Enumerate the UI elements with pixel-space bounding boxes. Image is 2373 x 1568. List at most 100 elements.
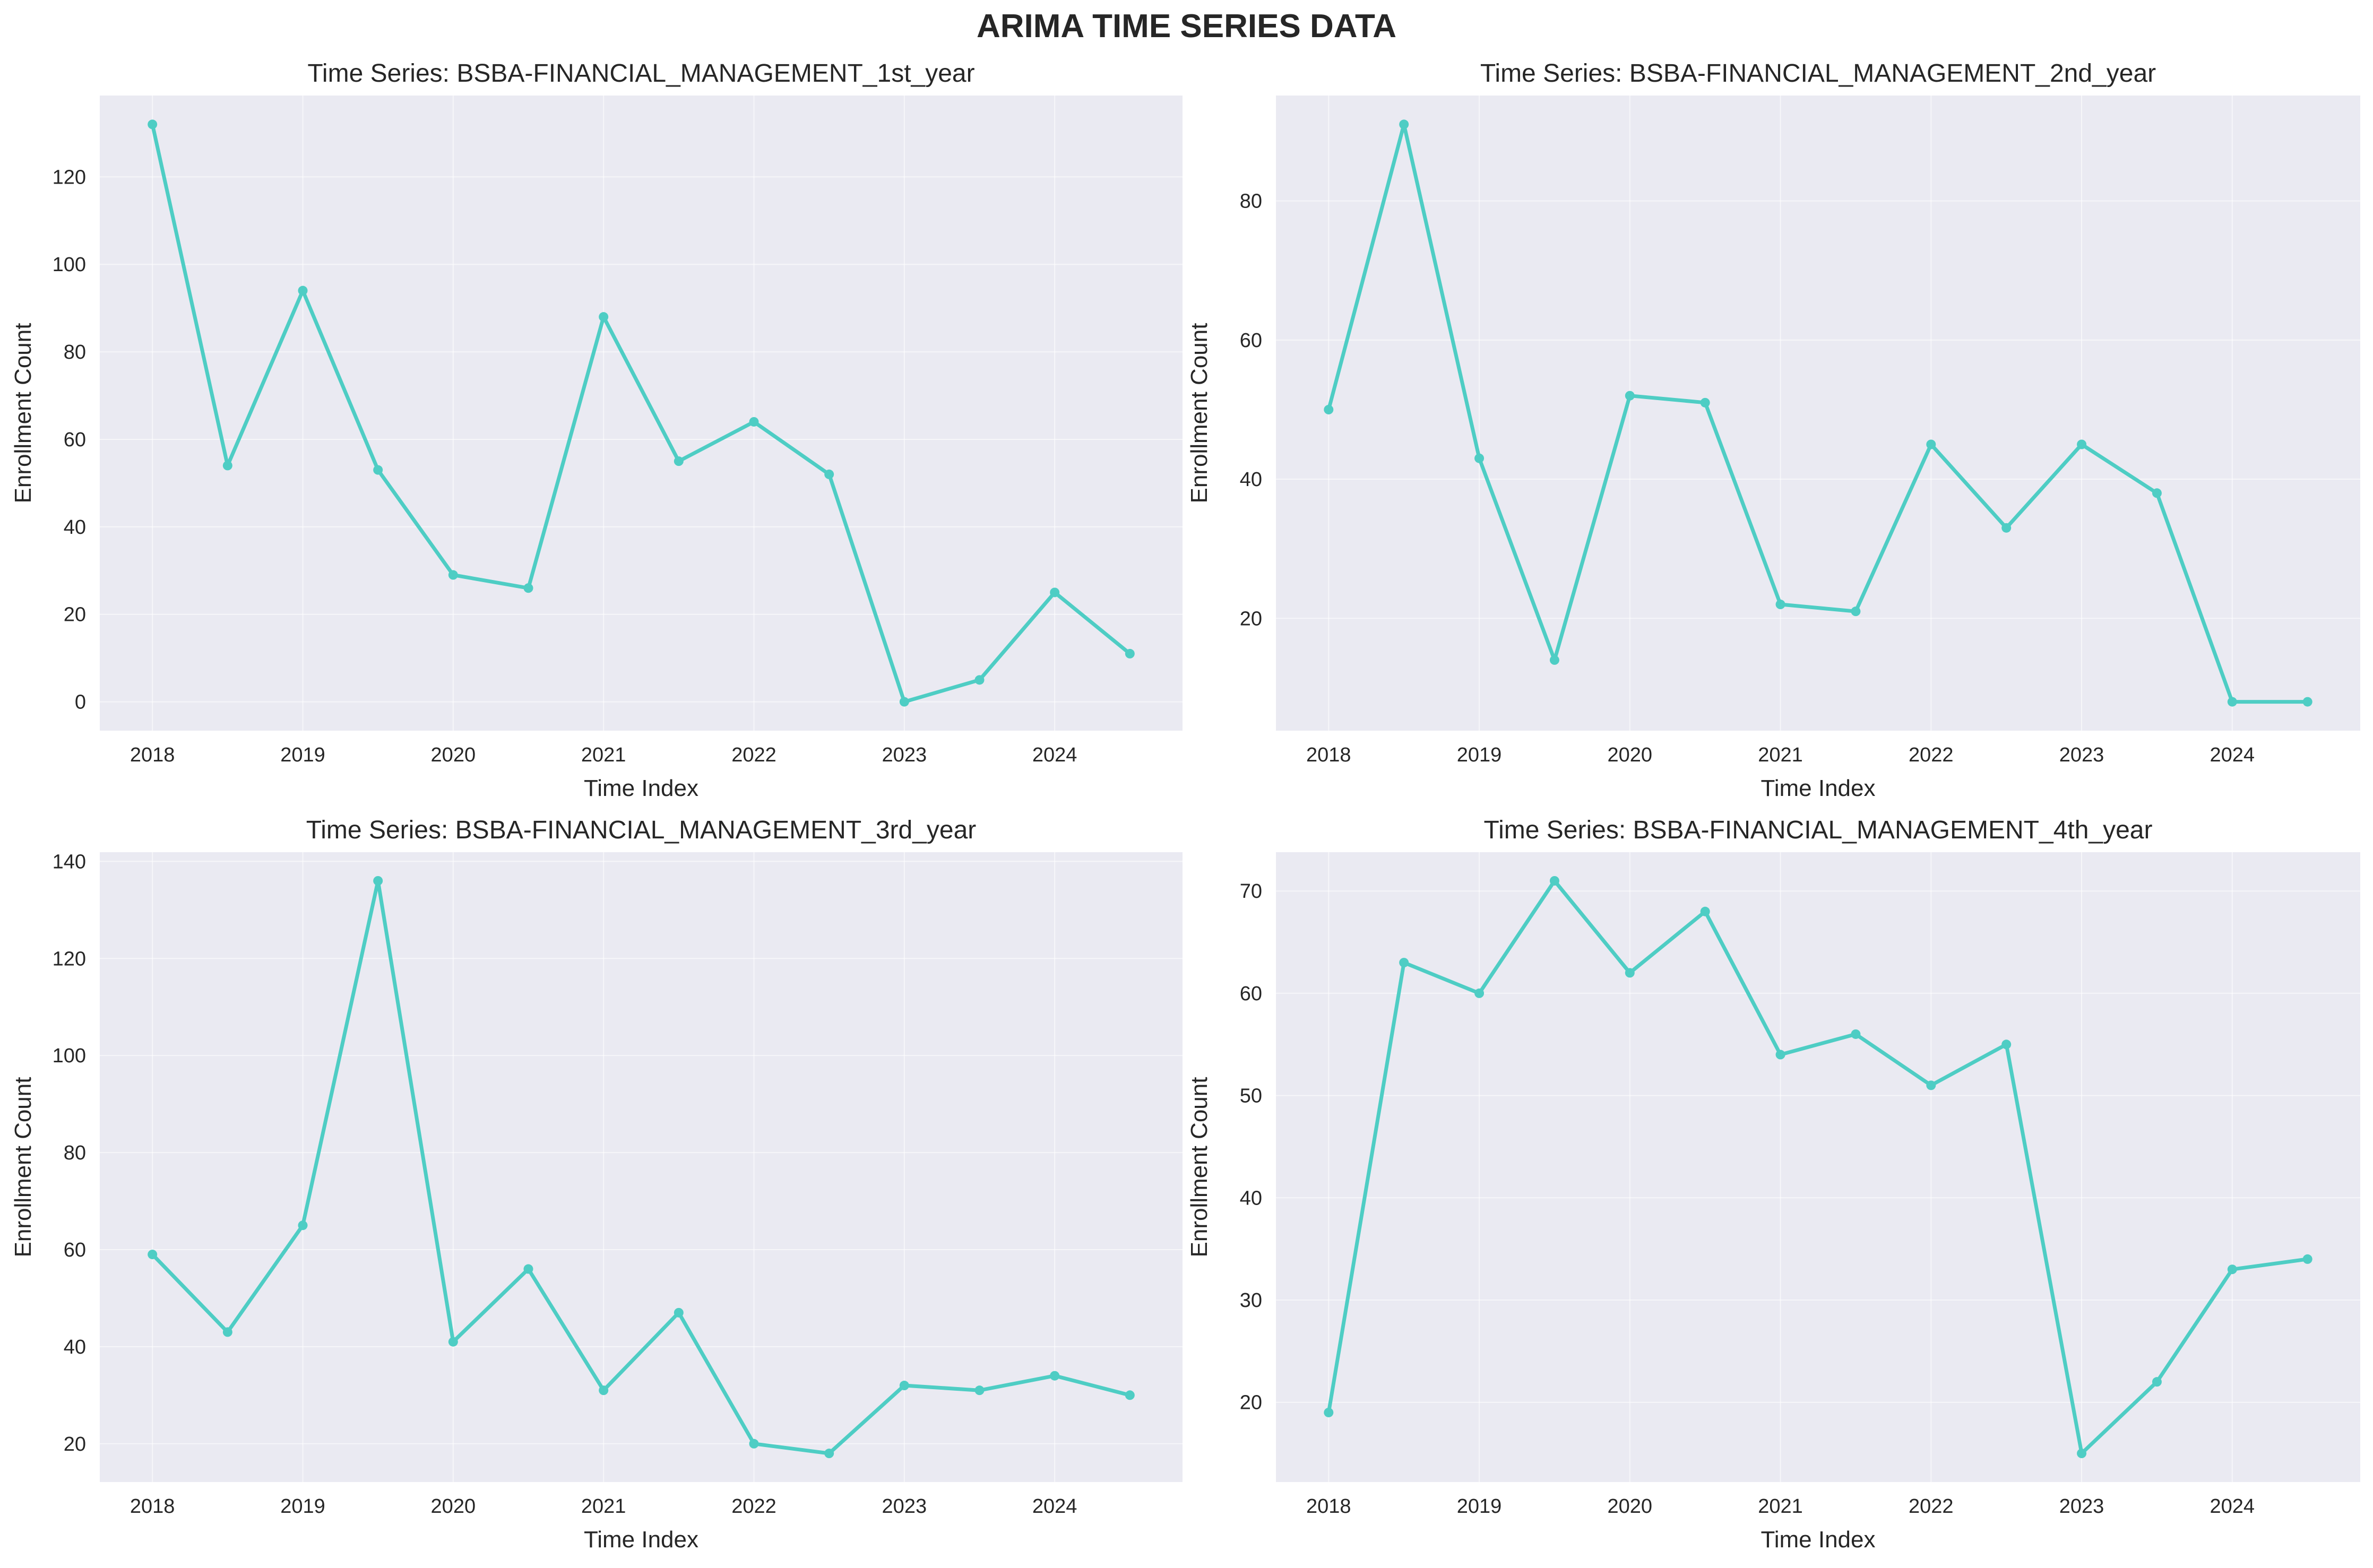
chart-1-x-tick-label: 2019	[280, 744, 325, 766]
chart-2-x-axis-label: Time Index	[1761, 775, 1875, 801]
chart-1-data-point	[974, 675, 985, 685]
chart-1-plot-area	[100, 96, 1183, 731]
chart-4-y-axis-label: Enrollment Count	[1186, 1077, 1212, 1258]
chart-1-data-point	[1125, 648, 1135, 659]
chart-3-title: Time Series: BSBA-FINANCIAL_MANAGEMENT_3…	[306, 816, 977, 844]
chart-1-data-point	[899, 697, 909, 707]
chart-2-data-point	[2227, 697, 2237, 707]
chart-3-x-tick-label: 2018	[130, 1495, 175, 1518]
chart-4-data-point	[1625, 968, 1635, 978]
chart-4-data-point	[1851, 1029, 1861, 1039]
chart-4-x-tick-label: 2024	[2210, 1495, 2255, 1518]
chart-3-y-tick-label: 140	[53, 851, 86, 873]
chart-4-data-point	[2077, 1449, 2087, 1459]
chart-1-data-point	[674, 456, 684, 466]
chart-1-x-tick-label: 2021	[581, 744, 626, 766]
chart-4-data-point	[2152, 1377, 2162, 1387]
chart-4-data-point	[1926, 1080, 1936, 1090]
chart-1-y-tick-label: 20	[64, 604, 86, 626]
chart-3-data-point	[448, 1337, 458, 1347]
chart-3-data-point	[1125, 1390, 1135, 1400]
chart-4-x-tick-label: 2018	[1306, 1495, 1351, 1518]
chart-4-data-point	[1474, 988, 1485, 998]
chart-4-y-tick-label: 30	[1240, 1289, 1262, 1312]
chart-4-data-point	[2227, 1264, 2237, 1275]
chart-4-series-line	[1326, 879, 2310, 1456]
chart-1-data-point	[749, 417, 759, 427]
chart-3-data-point	[298, 1220, 308, 1231]
chart-4-y-tick-label: 60	[1240, 983, 1262, 1005]
chart-2-y-tick-label: 40	[1240, 469, 1262, 491]
chart-1-x-tick-label: 2020	[431, 744, 476, 766]
chart-1-x-tick-label: 2023	[882, 744, 927, 766]
chart-1-data-point	[373, 465, 383, 475]
chart-4-y-tick-label: 40	[1240, 1187, 1262, 1209]
chart-4-x-axis-label: Time Index	[1761, 1527, 1875, 1553]
chart-1-y-axis-label: Enrollment Count	[10, 323, 36, 504]
chart-2-series-line	[1326, 122, 2310, 704]
chart-2-y-tick-label: 20	[1240, 608, 1262, 630]
chart-3-x-tick-label: 2021	[581, 1495, 626, 1518]
chart-2-data-point	[1775, 600, 1785, 610]
chart-4-x-tick-label: 2022	[1909, 1495, 1954, 1518]
chart-4-x-tick-label: 2021	[1758, 1495, 1803, 1518]
chart-3-data-point	[222, 1327, 232, 1337]
chart-2-x-tick-label: 2020	[1608, 744, 1653, 766]
chart-3-y-tick-label: 40	[64, 1336, 86, 1358]
chart-4-data-point	[1549, 876, 1559, 886]
chart-2-y-tick-label: 80	[1240, 190, 1262, 213]
chart-1-data-point	[824, 469, 834, 479]
chart-3-data-point	[749, 1439, 759, 1449]
chart-3-data-point	[1050, 1371, 1060, 1381]
chart-1-data-point	[222, 461, 232, 471]
chart-4-x-tick-label: 2023	[2059, 1495, 2104, 1518]
chart-1-y-tick-label: 60	[64, 429, 86, 451]
chart-1-data-point	[599, 312, 609, 322]
chart-3-y-axis-label: Enrollment Count	[10, 1077, 36, 1258]
chart-4-title: Time Series: BSBA-FINANCIAL_MANAGEMENT_4…	[1484, 816, 2153, 844]
chart-1-y-tick-label: 40	[64, 516, 86, 539]
chart-4-data-point	[1399, 958, 1409, 968]
chart-2-data-point	[2152, 488, 2162, 498]
chart-3-y-tick-label: 120	[53, 948, 86, 970]
chart-1-series-line	[150, 122, 1132, 704]
chart-2-data-point	[1926, 439, 1936, 449]
chart-1-data-point	[148, 119, 158, 129]
chart-2-data-point	[1549, 655, 1559, 665]
chart-2-data-point	[1625, 391, 1635, 401]
chart-2-x-tick-label: 2021	[1758, 744, 1803, 766]
chart-3-x-tick-label: 2022	[731, 1495, 776, 1518]
chart-4-y-tick-label: 70	[1240, 880, 1262, 903]
chart-1-y-tick-label: 0	[75, 691, 86, 714]
chart-4-x-tick-label: 2020	[1608, 1495, 1653, 1518]
chart-1-x-tick-label: 2018	[130, 744, 175, 766]
chart-3-data-point	[824, 1449, 834, 1459]
chart-4-data-point	[1700, 906, 1710, 916]
chart-3-y-tick-label: 100	[53, 1045, 86, 1067]
chart-1-x-axis-label: Time Index	[584, 775, 698, 801]
chart-1-x-tick-label: 2024	[1032, 744, 1077, 766]
chart-3-data-point	[599, 1385, 609, 1396]
chart-3-data-point	[674, 1307, 684, 1318]
chart-2-x-tick-label: 2018	[1306, 744, 1351, 766]
figure-title: ARIMA TIME SERIES DATA	[976, 8, 1397, 45]
chart-2-plot-area	[1276, 96, 2360, 731]
chart-3-y-tick-label: 80	[64, 1142, 86, 1164]
chart-2-y-tick-label: 60	[1240, 330, 1262, 352]
chart-3-x-tick-label: 2020	[431, 1495, 476, 1518]
chart-3-plot-area	[100, 852, 1183, 1482]
chart-2-y-axis-label: Enrollment Count	[1186, 323, 1212, 504]
chart-1-y-tick-label: 100	[53, 254, 86, 276]
chart-1-y-tick-label: 120	[53, 166, 86, 188]
chart-2-data-point	[1399, 119, 1409, 129]
chart-3-x-tick-label: 2019	[280, 1495, 325, 1518]
chart-2-data-point	[1324, 404, 1334, 414]
chart-3-series-line	[150, 879, 1132, 1456]
chart-4-data-point	[2001, 1039, 2012, 1050]
chart-2-data-point	[2077, 439, 2087, 449]
chart-2-x-tick-label: 2024	[2210, 744, 2255, 766]
chart-3-data-point	[974, 1385, 985, 1396]
chart-3-x-axis-label: Time Index	[584, 1527, 698, 1553]
chart-1-data-point	[523, 583, 533, 593]
